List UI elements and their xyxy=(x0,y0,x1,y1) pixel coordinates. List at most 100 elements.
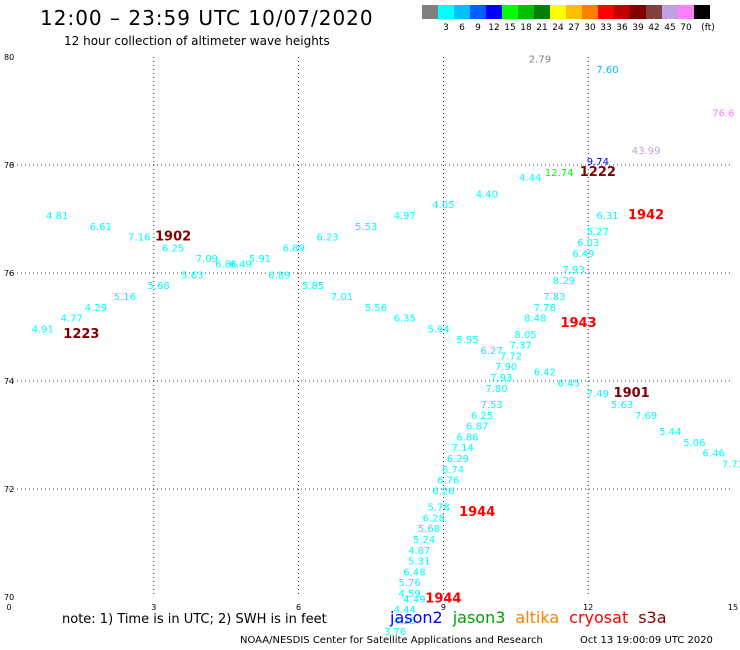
legend-swatch xyxy=(438,5,454,19)
legend-label: 12 xyxy=(488,23,500,33)
wave-height-point: 7.93 xyxy=(563,265,585,276)
wave-height-point: 7.69 xyxy=(635,411,657,422)
wave-height-point: 6.28 xyxy=(423,513,445,524)
legend-swatch xyxy=(518,5,534,19)
y-tick-label: 70 xyxy=(4,593,14,602)
axis-ticks: 0 3 6 9 12 15 70 72 74 76 78 80 xyxy=(4,53,738,612)
wave-height-point: 6.89 xyxy=(283,243,305,254)
satellite-name: s3a xyxy=(638,608,667,627)
x-tick-label: 12 xyxy=(583,603,593,612)
wave-height-point: 7.83 xyxy=(543,292,565,303)
wave-height-point: 6.87 xyxy=(466,422,488,433)
legend-label: 33 xyxy=(600,23,612,33)
legend-swatch xyxy=(550,5,566,19)
wave-height-point: 4.40 xyxy=(476,189,498,200)
wave-height-point: 4.65 xyxy=(432,200,454,211)
wave-height-point: 5.16 xyxy=(114,292,136,303)
legend-swatch xyxy=(454,5,470,19)
wave-height-point: 7.14 xyxy=(452,443,474,454)
x-tick-label: 15 xyxy=(728,603,738,612)
wave-height-point: 6.46 xyxy=(703,449,725,460)
pass-time-label: 1942 xyxy=(628,208,664,223)
generated-timestamp: Oct 13 19:00:09 UTC 2020 xyxy=(580,635,713,646)
wave-height-point: 6.48 xyxy=(403,567,425,578)
legend-label: 6 xyxy=(459,23,465,33)
y-tick-label: 80 xyxy=(4,53,14,62)
wave-height-point: 9.74 xyxy=(587,157,609,168)
x-tick-label: 0 xyxy=(6,603,11,612)
chart-subtitle: 12 hour collection of altimeter wave hei… xyxy=(64,34,330,48)
wave-height-point: 12.74 xyxy=(545,168,574,179)
pass-labels: 1222 1942 1902 1223 1943 1901 1944 1944 xyxy=(63,165,664,607)
legend-swatch xyxy=(598,5,614,19)
legend-label: 30 xyxy=(584,23,596,33)
wave-height-point: 6.25 xyxy=(162,243,184,254)
satellite-name: jason3 xyxy=(452,608,506,627)
wave-height-point: 6.61 xyxy=(90,222,112,233)
x-tick-label: 9 xyxy=(441,603,446,612)
legend-swatch xyxy=(470,5,486,19)
legend-swatch xyxy=(678,5,694,19)
wave-height-point: 5.63 xyxy=(611,400,633,411)
wave-height-point: 5.95 xyxy=(456,335,478,346)
wave-height-point: 8.05 xyxy=(514,330,536,341)
wave-height-point: 7.49 xyxy=(587,389,609,400)
wave-height-point: 4.91 xyxy=(32,324,54,335)
legend-swatch xyxy=(566,5,582,19)
wave-height-point: 4.81 xyxy=(46,211,68,222)
legend-swatch xyxy=(630,5,646,19)
wave-height-point: 8.29 xyxy=(553,276,575,287)
wave-height-point: 4.49 xyxy=(403,594,425,605)
y-tick-label: 76 xyxy=(4,269,14,278)
wave-height-point: 5.76 xyxy=(398,578,420,589)
wave-height-point: 5.85 xyxy=(302,281,324,292)
legend-swatch xyxy=(662,5,678,19)
wave-height-point: 6.25 xyxy=(471,411,493,422)
wave-height-point: 7.73 xyxy=(722,459,740,470)
wave-height-point: 4.25 xyxy=(394,616,416,627)
grid-lines xyxy=(9,57,733,597)
legend-label: 3 xyxy=(443,23,449,33)
wave-height-point: 7.60 xyxy=(596,65,618,76)
satellite-name: cryosat xyxy=(569,608,629,627)
wave-height-point: 5.94 xyxy=(427,324,449,335)
wave-height-point: 7.37 xyxy=(509,341,531,352)
legend-label: 39 xyxy=(632,23,644,33)
wave-height-point: 6.31 xyxy=(596,211,618,222)
wave-height-point: 5.63 xyxy=(181,270,203,281)
wave-height-point: 5.53 xyxy=(355,222,377,233)
pass-time-label: 1944 xyxy=(425,591,461,606)
wave-height-point: 7.80 xyxy=(485,384,507,395)
pass-time-label: 1902 xyxy=(155,230,191,245)
wave-height-point: 4.29 xyxy=(85,303,107,314)
satellite-legend: jason2 jason3 altika cryosat s3a xyxy=(390,608,677,627)
wave-height-point: 7.16 xyxy=(128,233,150,244)
legend-swatch xyxy=(694,5,710,19)
wave-height-point: 7.90 xyxy=(495,362,517,373)
wave-height-point: 7.01 xyxy=(331,292,353,303)
legend-swatch xyxy=(614,5,630,19)
wave-height-point: 5.27 xyxy=(587,227,609,238)
wave-height-point: 7.09 xyxy=(196,254,218,265)
legend-label: 9 xyxy=(475,23,481,33)
wave-height-point: 6.49 xyxy=(230,260,252,271)
legend-swatch xyxy=(502,5,518,19)
wave-height-point: 76.6 xyxy=(712,108,734,119)
wave-height-point: 6.29 xyxy=(447,454,469,465)
legend-label: 42 xyxy=(648,23,660,33)
wave-height-point: 4.87 xyxy=(408,546,430,557)
data-points: 2.79 7.60 76.6 43.99 9.74 12.74 4.44 4.40 4.65 4.… xyxy=(32,54,740,637)
wave-height-point: 6.49 xyxy=(572,249,594,260)
wave-height-point: 5.68 xyxy=(147,281,169,292)
wave-height-point: 7.93 xyxy=(490,373,512,384)
wave-height-point: 6.42 xyxy=(534,368,556,379)
y-tick-label: 72 xyxy=(4,485,14,494)
wave-height-point: 6.35 xyxy=(394,314,416,325)
y-tick-label: 74 xyxy=(4,377,14,386)
wave-height-point: 5.68 xyxy=(418,524,440,535)
pass-time-label: 1944 xyxy=(459,505,495,520)
wave-height-point: 6.76 xyxy=(437,476,459,487)
legend-unit: (ft) xyxy=(701,23,715,33)
wave-height-point: 5.24 xyxy=(413,535,435,546)
